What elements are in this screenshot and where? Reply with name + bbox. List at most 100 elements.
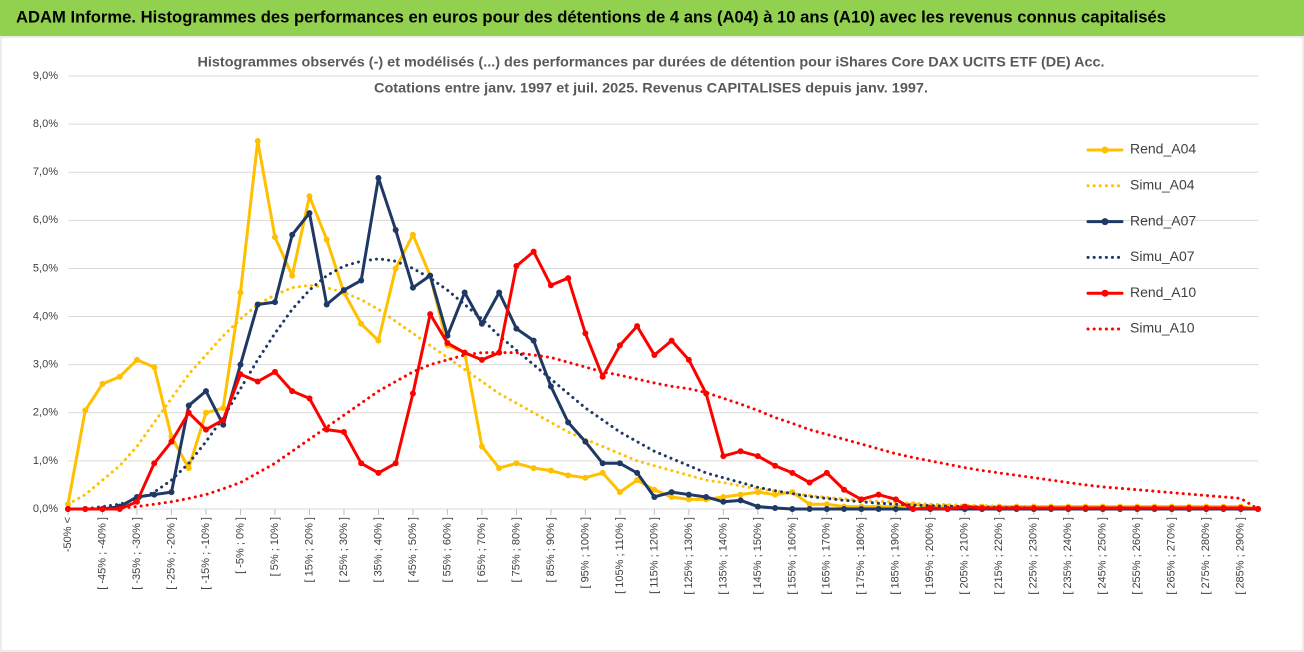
data-point bbox=[720, 453, 727, 460]
data-point bbox=[237, 361, 244, 368]
data-point bbox=[358, 320, 365, 327]
data-point bbox=[133, 498, 140, 505]
data-point bbox=[772, 505, 779, 512]
data-point bbox=[444, 332, 451, 339]
data-point bbox=[634, 477, 641, 484]
x-tick-label: [ 255% ; 260% ] bbox=[1131, 517, 1143, 595]
x-tick-label: [ 175% ; 180% ] bbox=[855, 517, 867, 595]
data-point bbox=[220, 416, 227, 423]
data-point bbox=[875, 491, 882, 498]
data-point bbox=[823, 506, 830, 512]
x-tick-label: [ 45% ; 50% ] bbox=[407, 517, 419, 582]
data-point bbox=[185, 402, 192, 409]
data-point bbox=[875, 506, 882, 512]
data-point bbox=[703, 493, 710, 500]
x-tick-label: [ 235% ; 240% ] bbox=[1062, 517, 1074, 595]
data-point bbox=[513, 460, 520, 467]
x-tick-label: [ -45% ; -40% ] bbox=[96, 517, 108, 590]
data-point bbox=[185, 409, 192, 416]
data-point bbox=[754, 503, 761, 510]
data-point bbox=[754, 453, 761, 460]
data-point bbox=[944, 506, 951, 512]
data-point bbox=[892, 496, 899, 503]
data-point bbox=[910, 506, 917, 512]
x-tick-label: [ 125% ; 130% ] bbox=[683, 517, 695, 595]
y-tick-label: 9,0% bbox=[33, 70, 58, 82]
x-tick-label: [ 215% ; 220% ] bbox=[993, 517, 1005, 595]
data-point bbox=[720, 493, 727, 500]
legend-marker bbox=[1101, 146, 1109, 154]
data-point bbox=[185, 465, 192, 472]
data-point bbox=[220, 404, 227, 411]
data-point bbox=[668, 337, 675, 344]
x-tick-label: [ 225% ; 230% ] bbox=[1028, 517, 1040, 595]
data-point bbox=[547, 383, 554, 390]
legend-label: Rend_A07 bbox=[1130, 212, 1196, 228]
data-point bbox=[220, 421, 227, 428]
data-point bbox=[858, 506, 865, 512]
data-point bbox=[599, 460, 606, 467]
data-point bbox=[979, 505, 986, 512]
data-point bbox=[668, 489, 675, 496]
data-point bbox=[651, 352, 658, 359]
data-point bbox=[271, 368, 278, 375]
data-point bbox=[1151, 505, 1158, 512]
x-tick-label: [ -25% ; -20% ] bbox=[165, 517, 177, 590]
data-point bbox=[582, 330, 589, 337]
data-point bbox=[375, 469, 382, 476]
data-point bbox=[737, 448, 744, 455]
data-point bbox=[254, 301, 261, 308]
x-tick-label: [ 55% ; 60% ] bbox=[441, 517, 453, 582]
data-point bbox=[323, 236, 330, 243]
data-point bbox=[772, 462, 779, 469]
data-point bbox=[806, 501, 813, 508]
data-point bbox=[409, 390, 416, 397]
legend-marker bbox=[1101, 289, 1109, 297]
x-tick-label: [ 85% ; 90% ] bbox=[545, 517, 557, 582]
y-tick-label: 2,0% bbox=[33, 407, 58, 419]
data-point bbox=[789, 469, 796, 476]
data-point bbox=[772, 491, 779, 498]
data-point bbox=[133, 356, 140, 363]
data-point bbox=[237, 289, 244, 296]
data-point bbox=[392, 460, 399, 467]
data-point bbox=[254, 378, 261, 385]
x-tick-label: [ 165% ; 170% ] bbox=[821, 517, 833, 595]
x-tick-label: [ 65% ; 70% ] bbox=[476, 517, 488, 582]
data-point bbox=[82, 407, 89, 414]
legend-label: Rend_A10 bbox=[1130, 284, 1196, 300]
data-point bbox=[168, 438, 175, 445]
data-point bbox=[1255, 506, 1261, 512]
x-tick-label: [ 205% ; 210% ] bbox=[959, 517, 971, 595]
x-tick-label: [ -5% ; 0% ] bbox=[234, 517, 246, 574]
data-point bbox=[565, 275, 572, 282]
data-point bbox=[168, 489, 175, 496]
banner bbox=[0, 0, 1304, 36]
data-point bbox=[996, 505, 1003, 512]
data-point bbox=[358, 277, 365, 284]
data-point bbox=[806, 479, 813, 486]
x-tick-label: [ 115% ; 120% ] bbox=[648, 517, 660, 594]
data-point bbox=[841, 486, 848, 493]
data-point bbox=[547, 282, 554, 289]
data-point bbox=[668, 493, 675, 500]
data-point bbox=[1168, 505, 1175, 512]
x-tick-label: [ 275% ; 280% ] bbox=[1200, 517, 1212, 595]
data-point bbox=[358, 460, 365, 467]
x-tick-label: [ 135% ; 140% ] bbox=[717, 517, 729, 595]
x-tick-label: [ 195% ; 200% ] bbox=[924, 517, 936, 595]
data-point bbox=[254, 137, 261, 144]
data-point bbox=[375, 174, 382, 181]
data-point bbox=[289, 231, 296, 238]
data-point bbox=[340, 287, 347, 294]
data-point bbox=[565, 472, 572, 479]
y-tick-label: 6,0% bbox=[33, 214, 58, 226]
data-point bbox=[582, 474, 589, 481]
data-point bbox=[634, 469, 641, 476]
banner-title: ADAM Informe. Histogrammes des performan… bbox=[16, 7, 1166, 26]
data-point bbox=[375, 337, 382, 344]
x-tick-label: [ 15% ; 20% ] bbox=[303, 517, 315, 582]
data-point bbox=[547, 467, 554, 474]
data-point bbox=[1013, 505, 1020, 512]
